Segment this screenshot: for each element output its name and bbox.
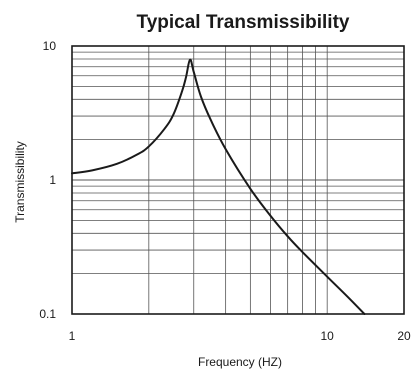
tick-layer: 1 10 20 10 1 0.1 [39,39,411,343]
x-tick-label: 20 [397,329,411,343]
chart-title: Typical Transmissibility [137,12,350,33]
frame-layer [71,45,405,315]
x-tick-label: 10 [321,329,335,343]
y-tick-label: 1 [49,173,56,187]
transmissibility-curve [71,58,366,315]
series-layer [71,58,366,315]
grid-layer [72,46,404,314]
y-axis-label: Transmissibility [13,141,27,223]
y-tick-label: 10 [43,39,57,53]
y-tick-label: 0.1 [39,307,56,321]
plot-frame [71,45,405,315]
x-tick-label: 1 [69,329,76,343]
x-axis-label: Frequency (HZ) [198,355,282,369]
